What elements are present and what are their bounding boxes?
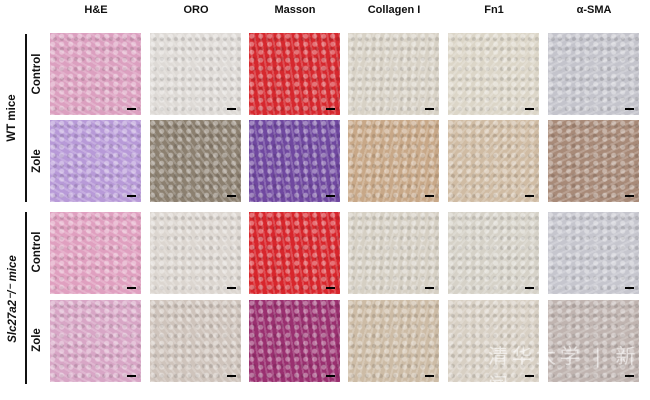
column-header: ORO [183,4,209,16]
column-header: Fn1 [484,4,504,16]
micrograph-collagen-i-1 [348,120,439,202]
column-header: H&E [84,4,108,16]
scale-bar [127,108,136,110]
micrograph-oro-0 [150,33,241,115]
micrograph-fn1-1 [448,120,539,202]
micrograph-h-e-1 [50,120,141,202]
scale-bar [625,195,634,197]
group-divider-wt [25,34,27,202]
micrograph--sma-3 [548,300,639,382]
column-header: Collagen I [367,4,421,16]
group-divider-slc27a2 [25,212,27,384]
micrograph-collagen-i-2 [348,212,439,294]
micrograph-oro-1 [150,120,241,202]
group-label-wt: WT mice [6,94,18,142]
scale-bar [425,195,434,197]
micrograph-h-e-3 [50,300,141,382]
micrograph-h-e-0 [50,33,141,115]
micrograph-fn1-2 [448,212,539,294]
micrograph--sma-2 [548,212,639,294]
scale-bar [227,375,236,377]
micrograph-fn1-3 [448,300,539,382]
scale-bar [625,287,634,289]
micrograph-masson-2 [249,212,340,294]
scale-bar [326,108,335,110]
scale-bar [525,195,534,197]
micrograph-collagen-i-3 [348,300,439,382]
row-label: Zole [31,149,43,173]
scale-bar [625,375,634,377]
scale-bar [127,375,136,377]
row-label: Control [31,231,43,273]
scale-bar [525,375,534,377]
micrograph-oro-3 [150,300,241,382]
row-label: Zole [31,328,43,352]
micrograph-masson-3 [249,300,340,382]
micrograph-masson-1 [249,120,340,202]
column-header: α-SMA [576,4,612,16]
scale-bar [425,287,434,289]
scale-bar [525,108,534,110]
micrograph-fn1-0 [448,33,539,115]
column-header: Masson [274,4,316,16]
scale-bar [227,287,236,289]
scale-bar [326,375,335,377]
scale-bar [326,287,335,289]
scale-bar [227,195,236,197]
scale-bar [227,108,236,110]
scale-bar [525,287,534,289]
micrograph-masson-0 [249,33,340,115]
scale-bar [127,287,136,289]
watermark-logo: 清华大学 | 新闻 [488,344,640,397]
micrograph--sma-1 [548,120,639,202]
micrograph--sma-0 [548,33,639,115]
micrograph-oro-2 [150,212,241,294]
scale-bar [425,375,434,377]
group-label-slc27a2: Slc27a2⁻/⁻ mice [7,255,19,343]
scale-bar [425,108,434,110]
scale-bar [625,108,634,110]
row-label: Control [31,53,43,95]
micrograph-collagen-i-0 [348,33,439,115]
micrograph-h-e-2 [50,212,141,294]
scale-bar [127,195,136,197]
scale-bar [326,195,335,197]
